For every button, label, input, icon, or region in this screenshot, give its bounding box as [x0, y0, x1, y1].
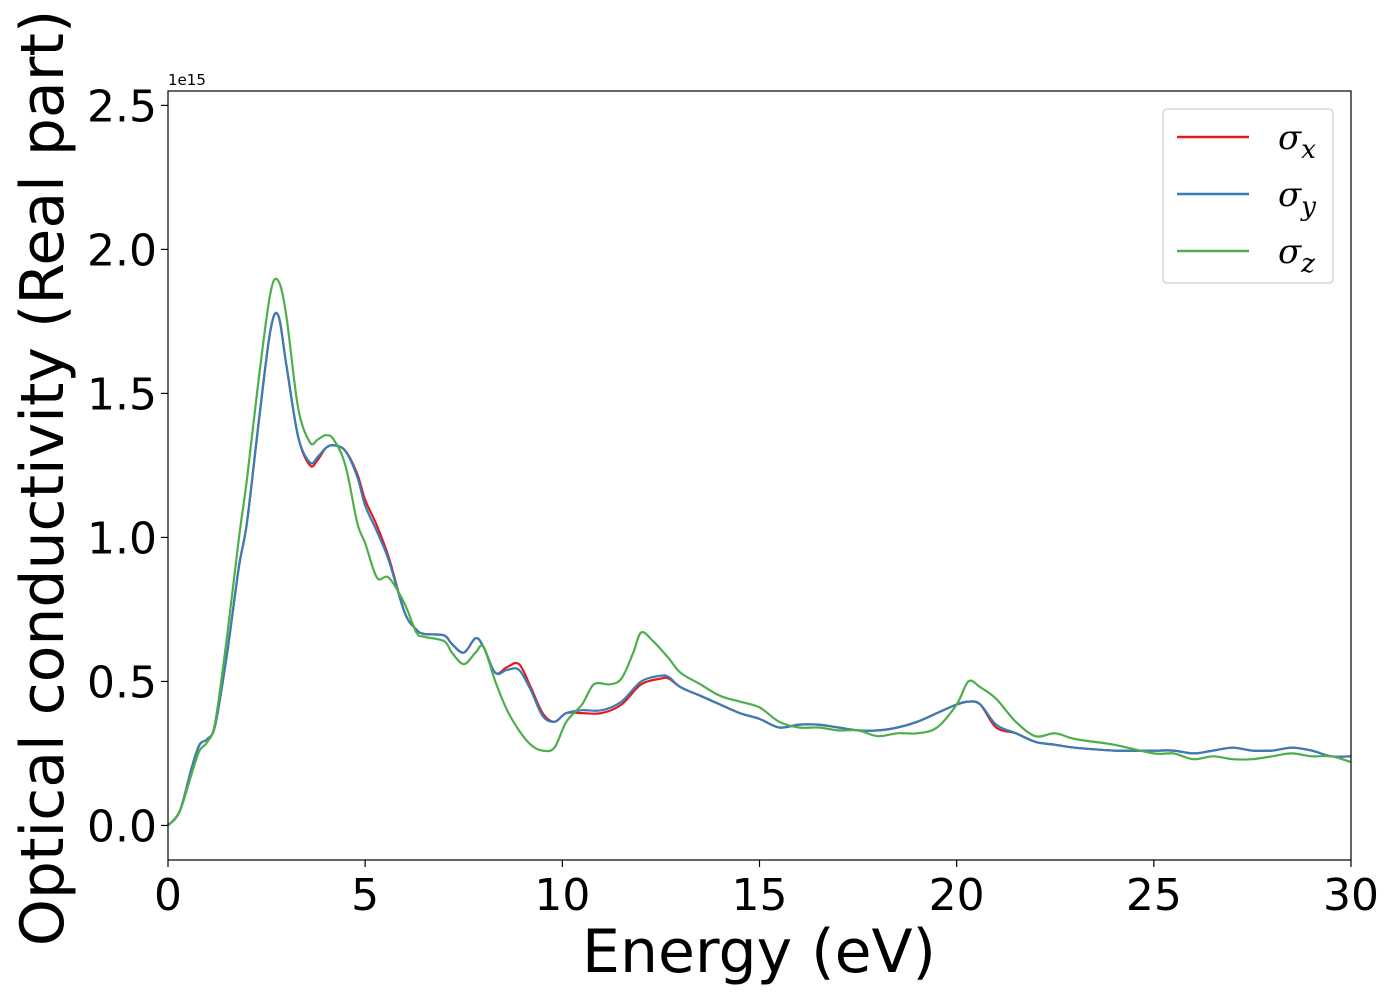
y-axis-label: Optical conductivity (Real part): [8, 10, 78, 947]
legend-subscript: z: [1300, 249, 1315, 279]
series-lines: [167, 277, 1352, 827]
legend-label-y: σy: [1278, 175, 1316, 222]
legend-symbol: σ: [1278, 118, 1302, 158]
legend-box: [1162, 108, 1334, 284]
legend-symbol: σ: [1278, 175, 1302, 215]
series-line-z: [167, 277, 1352, 827]
legend-label-x: σx: [1278, 118, 1316, 165]
legend-symbol: σ: [1278, 232, 1302, 272]
x-tick-label: 5: [351, 870, 379, 921]
y-tick-label: 2.0: [87, 225, 157, 276]
legend-label-z: σz: [1278, 232, 1315, 279]
y-tick-label: 2.5: [87, 81, 157, 132]
x-tick-label: 0: [154, 870, 182, 921]
y-tick-label: 1.0: [87, 513, 157, 564]
y-tick-label: 1.5: [87, 369, 157, 420]
y-tick-label: 0.5: [87, 657, 157, 708]
x-tick-label: 20: [929, 870, 985, 921]
x-axis-label: Energy (eV): [582, 917, 936, 987]
legend-subscript: x: [1301, 135, 1316, 165]
y-offset-label: 1e15: [168, 71, 206, 89]
legend-subscript: y: [1300, 192, 1316, 222]
x-tick-label: 30: [1323, 870, 1379, 921]
x-tick-label: 15: [732, 870, 788, 921]
y-tick-label: 0.0: [87, 801, 157, 852]
x-tick-label: 10: [534, 870, 590, 921]
series-line-y: [167, 311, 1352, 827]
x-tick-label: 25: [1126, 870, 1182, 921]
y-axis-ticks: 0.0 0.5 1.0 1.5 2.0 2.5: [87, 81, 168, 852]
x-axis-ticks: 0 5 10 15 20 25 30: [154, 860, 1379, 921]
